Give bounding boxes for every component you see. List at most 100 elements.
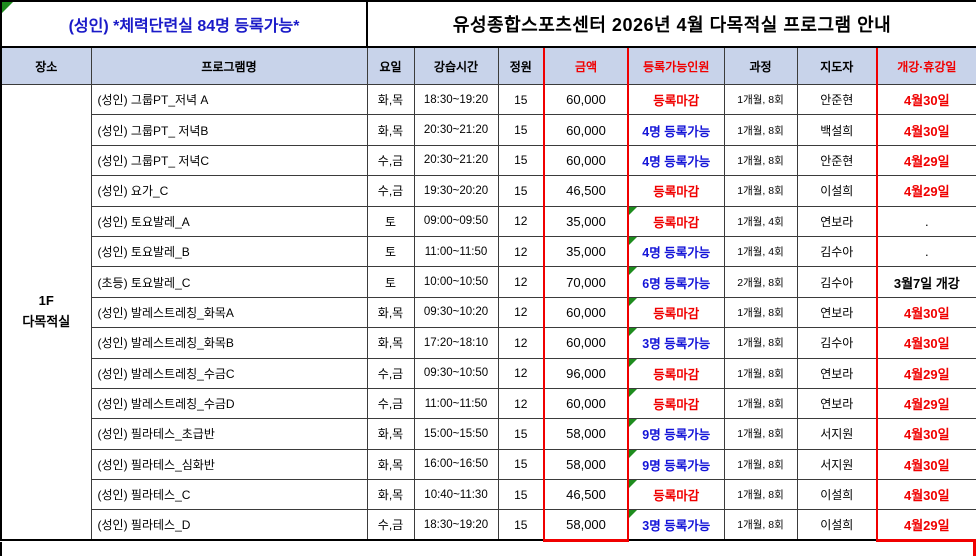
days-cell: 화,목 (366, 327, 415, 359)
availability-text: 등록마감 (653, 367, 700, 382)
program-name-cell: (성인) 필라테스_C (90, 479, 368, 511)
excel-note-marker-icon (629, 450, 638, 458)
program-name-cell: (성인) 발레스트레칭_수금C (90, 357, 368, 389)
days-cell: 수,금 (366, 175, 415, 207)
class-time-cell: 15:00~15:50 (413, 418, 499, 450)
table-row: (초등) 토요발레_C 토 10:00~10:50 12 70,000 6명 등록가능 2개… (1, 266, 976, 298)
availability-text: 3명 등록가능 (642, 337, 711, 352)
capacity-cell: 15 (497, 448, 545, 481)
instructor-cell: 연보라 (796, 357, 878, 389)
availability-cell: 3명 등록가능 (627, 509, 725, 542)
availability-cell: 등록마감 (627, 296, 725, 329)
class-time-cell: 10:00~10:50 (413, 266, 499, 298)
capacity-cell: 12 (497, 327, 545, 359)
capacity-cell: 15 (497, 418, 545, 450)
fee-cell: 35,000 (543, 235, 630, 268)
fee-cell: 58,000 (543, 448, 630, 481)
availability-cell: 등록마감 (627, 205, 725, 237)
fee-cell: 35,000 (543, 205, 630, 237)
days-cell: 수,금 (366, 387, 415, 420)
excel-note-marker-icon (629, 298, 638, 306)
instructor-cell: 연보라 (796, 387, 878, 420)
course-cell: 1개월, 8회 (723, 387, 798, 420)
availability-cell: 등록마감 (627, 479, 725, 511)
table-row: (성인) 그룹PT_ 저녁B 화,목 20:30~21:20 15 60,000 4명 등… (1, 114, 976, 146)
room-availability-text: (성인) *체력단련실 84명 등록가능* (68, 18, 300, 35)
days-cell: 화,목 (366, 479, 415, 511)
availability-cell: 등록마감 (627, 175, 725, 207)
course-cell: 1개월, 8회 (723, 327, 798, 359)
availability-cell: 6명 등록가능 (627, 266, 725, 298)
availability-cell: 9명 등록가능 (627, 448, 725, 481)
availability-text: 등록마감 (653, 185, 700, 200)
availability-cell: 9명 등록가능 (627, 418, 725, 450)
availability-text: 9명 등록가능 (642, 428, 711, 443)
capacity-cell: 12 (497, 205, 545, 237)
cropped-next-row (0, 541, 976, 556)
col-header-instructor: 지도자 (796, 46, 878, 85)
excel-note-marker-icon (629, 267, 638, 276)
open-date-cell: 4월30일 (876, 83, 976, 116)
instructor-cell: 김수아 (796, 235, 878, 268)
col-header-time: 강습시간 (413, 46, 499, 85)
class-time-cell: 20:30~21:20 (413, 144, 499, 177)
class-time-cell: 18:30~19:20 (413, 83, 499, 116)
availability-text: 등록마감 (653, 94, 700, 109)
fee-cell: 96,000 (543, 357, 630, 389)
course-cell: 1개월, 8회 (723, 296, 798, 329)
open-date-cell: 4월29일 (876, 387, 976, 420)
class-time-cell: 09:00~09:50 (413, 205, 499, 237)
availability-cell: 등록마감 (627, 83, 725, 116)
program-name-cell: (초등) 토요발레_C (90, 266, 368, 298)
class-time-cell: 11:00~11:50 (413, 387, 499, 420)
program-name-cell: (성인) 발레스트레칭_화목B (90, 327, 368, 359)
availability-cell: 4명 등록가능 (627, 144, 725, 177)
open-date-cell: 4월30일 (876, 418, 976, 450)
program-name-cell: (성인) 요가_C (90, 175, 368, 207)
instructor-cell: 이설희 (796, 509, 878, 542)
fee-cell: 58,000 (543, 418, 630, 450)
course-cell: 1개월, 8회 (723, 357, 798, 389)
instructor-cell: 안준현 (796, 144, 878, 177)
fee-cell: 60,000 (543, 327, 630, 359)
fee-cell: 70,000 (543, 266, 630, 298)
program-table: (성인) *체력단련실 84명 등록가능* 유성종합스포츠센터 2026년 4월… (0, 0, 976, 542)
page-title: 유성종합스포츠센터 2026년 4월 다목적실 프로그램 안내 (366, 0, 976, 48)
program-name-cell: (성인) 발레스트레칭_수금D (90, 387, 368, 420)
availability-cell: 4명 등록가능 (627, 235, 725, 268)
table-row: (성인) 발레스트레칭_수금C 수,금 09:30~10:50 12 96,000 등록마… (1, 357, 976, 389)
table-row: (성인) 발레스트레칭_수금D 수,금 11:00~11:50 12 60,000 등록마… (1, 387, 976, 420)
table-row: (성인) 필라테스_C 화,목 10:40~11:30 15 46,500 등록마감 1개월… (1, 479, 976, 511)
instructor-cell: 이설희 (796, 479, 878, 511)
course-cell: 1개월, 8회 (723, 509, 798, 542)
open-date-cell: 4월29일 (876, 357, 976, 389)
capacity-cell: 15 (497, 479, 545, 511)
availability-text: 4명 등록가능 (642, 246, 711, 261)
col-header-fee: 금액 (543, 46, 630, 85)
instructor-cell: 서지원 (796, 448, 878, 481)
program-name-cell: (성인) 필라테스_D (90, 509, 368, 542)
program-name-cell: (성인) 발레스트레칭_화목A (90, 296, 368, 329)
table-row: (성인) 토요발레_A 토 09:00~09:50 12 35,000 등록마감 1개월, … (1, 205, 976, 237)
page-title-text: 유성종합스포츠센터 2026년 4월 다목적실 프로그램 안내 (452, 15, 892, 35)
capacity-cell: 15 (497, 509, 545, 542)
days-cell: 수,금 (366, 357, 415, 389)
capacity-cell: 12 (497, 387, 545, 420)
table-row: (성인) 발레스트레칭_화목A 화,목 09:30~10:20 12 60,000 등록마… (1, 296, 976, 329)
table-row: (성인) 토요발레_B 토 11:00~11:50 12 35,000 4명 등록가능 1개… (1, 235, 976, 268)
open-date-cell: . (876, 205, 976, 237)
class-time-cell: 19:30~20:20 (413, 175, 499, 207)
availability-cell: 등록마감 (627, 387, 725, 420)
availability-text: 등록마감 (653, 489, 700, 504)
col-header-open-date: 개강·휴강일 (876, 46, 976, 85)
open-date-cell: 4월29일 (876, 509, 976, 542)
course-cell: 1개월, 4회 (723, 235, 798, 268)
availability-cell: 3명 등록가능 (627, 327, 725, 359)
table-row: (성인) 그룹PT_ 저녁C 수,금 20:30~21:20 15 60,000 4명 등… (1, 144, 976, 177)
table-row: (성인) 필라테스_심화반 화,목 16:00~16:50 15 58,000 9명 등록… (1, 448, 976, 481)
course-cell: 1개월, 8회 (723, 175, 798, 207)
instructor-cell: 연보라 (796, 205, 878, 237)
class-time-cell: 20:30~21:20 (413, 114, 499, 146)
days-cell: 수,금 (366, 509, 415, 542)
